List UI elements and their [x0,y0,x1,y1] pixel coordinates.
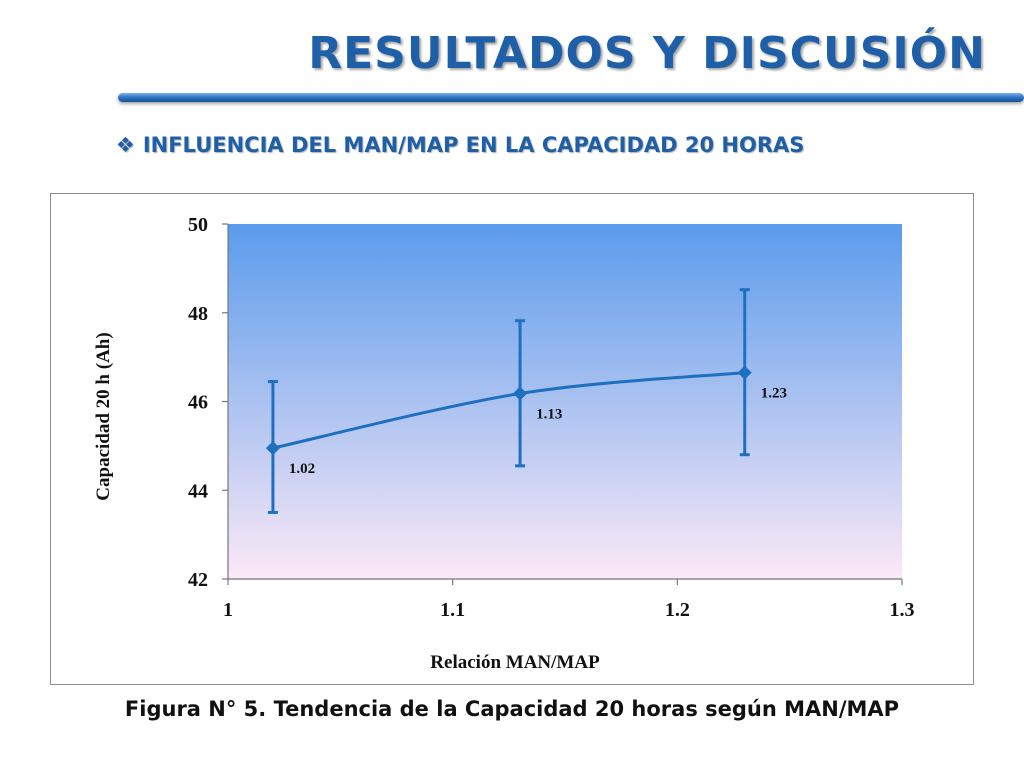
data-point-marker [737,365,752,380]
figure-caption: Figura N° 5. Tendencia de la Capacidad 2… [124,697,900,721]
y-tick-label: 42 [188,569,208,591]
chart-svg: 42 44 46 48 50 1 1.1 1.2 1.3 1.02 1.13 1.23 Capaci… [93,214,915,673]
y-tick-label: 50 [188,214,208,236]
subtitle-text: INFLUENCIA DEL MAN/MAP EN LA CAPACIDAD 2… [142,133,805,157]
chart-frame: 42 44 46 48 50 1 1.1 1.2 1.3 1.02 1.13 1.23 Capaci… [50,193,974,685]
y-tick-label: 46 [188,392,208,414]
data-point-label: 1.02 [289,461,315,477]
x-tick-label: 1.3 [890,599,915,621]
x-tick-label: 1.2 [665,599,690,621]
y-axis-label: Capacidad 20 h (Ah) [93,332,114,500]
x-tick-label: 1.1 [440,599,465,621]
x-axis-label: Relación MAN/MAP [430,652,600,673]
y-tick-label: 48 [188,303,208,325]
section-subtitle: ❖ INFLUENCIA DEL MAN/MAP EN LA CAPACIDAD … [116,133,804,157]
data-point-marker [265,441,280,456]
diamond-bullet-icon: ❖ [116,133,135,157]
data-point-label: 1.13 [536,407,562,423]
y-tick-label: 44 [188,480,208,502]
data-point-marker [513,386,528,401]
slide-title: RESULTADOS Y DISCUSIÓN [308,28,986,79]
data-point-label: 1.23 [761,386,787,402]
x-tick-label: 1 [223,599,233,621]
plot-area [228,224,902,579]
title-underline-bar [118,93,1024,102]
